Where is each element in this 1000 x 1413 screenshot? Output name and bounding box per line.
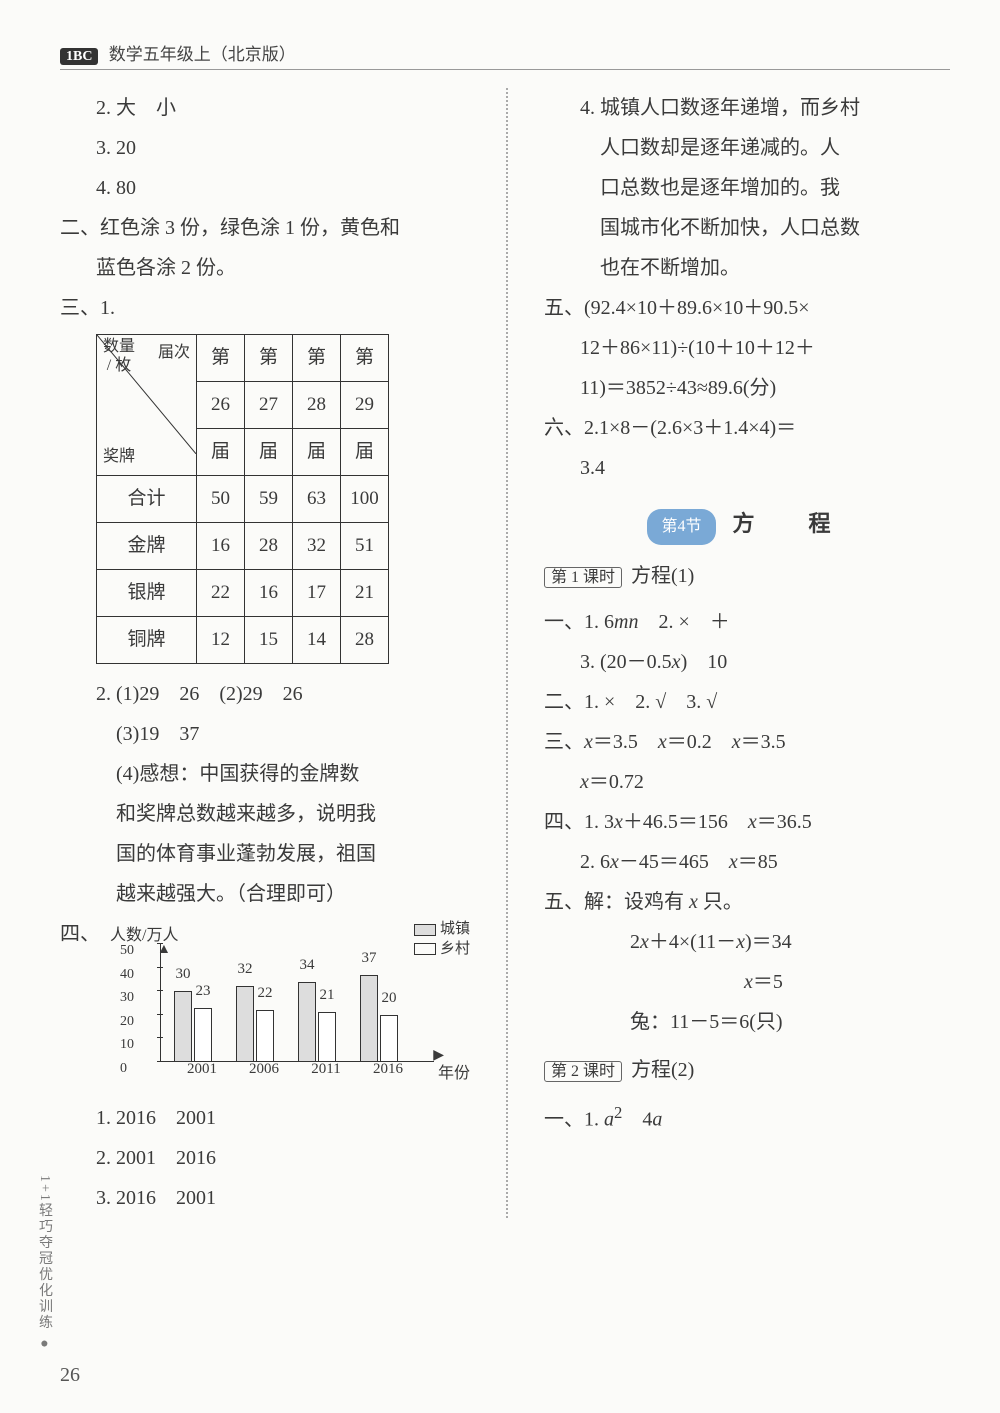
chart-xlabel: 年份 (438, 1058, 470, 1090)
hdr-session: 届次 (158, 337, 190, 369)
q2-4b: 和奖牌总数越来越多，说明我 (60, 794, 470, 834)
col-bot: 届 (293, 429, 341, 476)
r-l3-2: x＝0.72 (544, 762, 950, 802)
table-corner: 数量/ 枚 届次 奖牌 (97, 335, 197, 476)
r-l4-2: 2. 6x－45＝465 x＝85 (544, 842, 950, 882)
bar-value: 23 (188, 976, 218, 1006)
lesson-1: 第 1 课时 方程(1) (544, 556, 950, 596)
q2-4c: 国的体育事业蓬勃发展，祖国 (60, 834, 470, 874)
table-row: 金牌 16283251 (97, 523, 389, 570)
ans-2: 2. 大 小 (60, 88, 470, 128)
lesson-box: 第 2 课时 (544, 1061, 622, 1082)
ytick-label: 10 (120, 1038, 134, 1052)
col-num: 29 (341, 382, 389, 429)
r-l1: 一、1. 6mn 2. × ＋ (544, 602, 950, 642)
logo-badge: 1BC (60, 48, 98, 65)
col-num: 28 (293, 382, 341, 429)
table-row: 合计 505963100 (97, 476, 389, 523)
col-head: 第 (293, 335, 341, 382)
r-l4-1: 四、1. 3x＋46.5＝156 x＝36.5 (544, 802, 950, 842)
r-l2: 二、1. × 2. √ 3. √ (544, 682, 950, 722)
r-l5-4: 兔：11－5＝6(只) (544, 1002, 950, 1042)
page-header: 1BC 数学五年级上（北京版） (60, 40, 950, 70)
population-bar-chart: 人数/万人 城镇 乡村 ▲ ▶ 504030201003023200132222… (100, 920, 470, 1090)
col-head: 第 (245, 335, 293, 382)
category-label: 2001 (172, 1054, 232, 1084)
ans-3: 3. 20 (60, 128, 470, 168)
table-row: 铜牌 12151428 (97, 617, 389, 664)
r-l2s: 一、1. a2 4a (544, 1096, 950, 1140)
lesson-box: 第 1 课时 (544, 567, 622, 588)
medal-table: 数量/ 枚 届次 奖牌 第 第 第 第 26 27 28 29 届 (96, 334, 389, 664)
category-label: 2016 (358, 1054, 418, 1084)
bar-value: 22 (250, 978, 280, 1008)
section-3: 三、1. (60, 288, 470, 328)
col-head: 第 (341, 335, 389, 382)
sec5a: 五、(92.4×10＋89.6×10＋90.5× (544, 288, 950, 328)
q2-4a: (4)感想：中国获得的金牌数 (60, 754, 470, 794)
lesson-title: 方程(1) (631, 565, 694, 587)
col-bot: 届 (197, 429, 245, 476)
header-title: 数学五年级上（北京版） (109, 45, 296, 64)
side-text: 1+1轻巧夺冠优化训练 ● (34, 1175, 54, 1353)
ans-4: 4. 80 (60, 168, 470, 208)
bar-value: 34 (292, 950, 322, 980)
bar-value: 37 (354, 943, 384, 973)
p4d: 国城市化不断加快，人口总数 (544, 208, 950, 248)
section-4: 四、 (60, 914, 100, 954)
col-bot: 届 (245, 429, 293, 476)
column-separator (506, 88, 508, 1218)
table-row: 银牌 22161721 (97, 570, 389, 617)
col-head: 第 (197, 335, 245, 382)
page-number: 26 (60, 1364, 80, 1387)
ytick-label: 40 (120, 968, 134, 982)
bar-value: 20 (374, 983, 404, 1013)
section-badge: 第4节 (647, 509, 715, 545)
sec6b: 3.4 (544, 448, 950, 488)
left-column: 2. 大 小 3. 20 4. 80 二、红色涂 3 份，绿色涂 1 份，黄色和… (60, 88, 470, 1218)
section-4-heading: 第4节 方 程 (544, 502, 950, 546)
category-label: 2006 (234, 1054, 294, 1084)
p4a: 4. 城镇人口数逐年递增，而乡村 (544, 88, 950, 128)
q2-4d: 越来越强大。（合理即可） (60, 874, 470, 914)
col-num: 27 (245, 382, 293, 429)
p4b: 人口数却是逐年递减的。人 (544, 128, 950, 168)
p4c: 口总数也是逐年增加的。我 (544, 168, 950, 208)
col-bot: 届 (341, 429, 389, 476)
sec6a: 六、2.1×8－(2.6×3＋1.4×4)＝ (544, 408, 950, 448)
q2-1: 2. (1)29 26 (2)29 26 (60, 674, 470, 714)
lesson-2: 第 2 课时 方程(2) (544, 1050, 950, 1090)
q2-3: (3)19 37 (60, 714, 470, 754)
legend-swatch-town (414, 924, 436, 936)
ytick-label: 50 (120, 944, 134, 958)
r-l5-3: x＝5 (544, 962, 950, 1002)
section-2b: 蓝色各涂 2 份。 (60, 248, 470, 288)
ytick-label: 0 (120, 1062, 127, 1076)
category-label: 2011 (296, 1054, 356, 1084)
ytick-label: 20 (120, 1015, 134, 1029)
right-column: 4. 城镇人口数逐年递增，而乡村 人口数却是逐年递减的。人 口总数也是逐年增加的… (544, 88, 950, 1218)
hdr-qty: 数量/ 枚 (103, 337, 135, 375)
sec5c: 11)＝3852÷43≈89.6(分) (544, 368, 950, 408)
a3: 3. 2016 2001 (60, 1178, 470, 1218)
r-l3-1: 三、x＝3.5 x＝0.2 x＝3.5 (544, 722, 950, 762)
ytick-label: 30 (120, 991, 134, 1005)
section-title: 方 程 (733, 511, 847, 536)
hdr-medal: 奖牌 (103, 441, 135, 473)
a1: 1. 2016 2001 (60, 1098, 470, 1138)
sec5b: 12＋86×11)÷(10＋10＋12＋ (544, 328, 950, 368)
r-l1-3: 3. (20－0.5x) 10 (544, 642, 950, 682)
r-l5-1: 五、解：设鸡有 x 只。 (544, 882, 950, 922)
lesson-title: 方程(2) (631, 1059, 694, 1081)
col-num: 26 (197, 382, 245, 429)
r-l5-2: 2x＋4×(11－x)＝34 (544, 922, 950, 962)
p4e: 也在不断增加。 (544, 248, 950, 288)
section-2: 二、红色涂 3 份，绿色涂 1 份，黄色和 (60, 208, 470, 248)
a2: 2. 2001 2016 (60, 1138, 470, 1178)
bar-value: 21 (312, 980, 342, 1010)
